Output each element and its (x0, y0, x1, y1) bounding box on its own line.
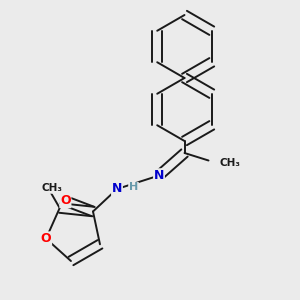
Text: O: O (60, 194, 71, 208)
Text: H: H (129, 182, 138, 193)
Text: N: N (154, 169, 164, 182)
Text: CH₃: CH₃ (219, 158, 240, 169)
Text: O: O (41, 232, 51, 245)
Text: N: N (112, 182, 122, 196)
Text: CH₃: CH₃ (42, 183, 63, 193)
